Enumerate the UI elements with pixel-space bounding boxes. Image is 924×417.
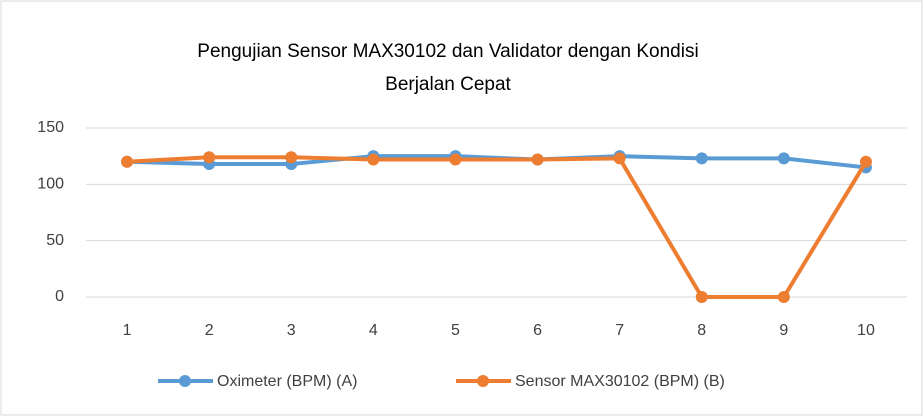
y-tick-label: 50	[46, 232, 64, 249]
legend-label: Sensor MAX30102 (BPM) (B)	[515, 373, 725, 390]
data-point	[777, 152, 790, 165]
data-point	[449, 153, 462, 166]
y-tick-label: 150	[37, 119, 64, 136]
x-tick-label: 1	[123, 322, 132, 339]
x-tick-label: 2	[205, 322, 214, 339]
x-tick-label: 10	[857, 322, 875, 339]
legend-marker	[477, 375, 489, 387]
data-point	[285, 151, 298, 164]
series-line	[126, 155, 868, 299]
x-tick-label: 3	[287, 322, 296, 339]
x-tick-label: 6	[533, 322, 542, 339]
data-point	[695, 291, 708, 303]
x-tick-label: 7	[615, 322, 624, 339]
data-point	[531, 153, 544, 166]
data-point	[859, 155, 872, 168]
chart-title: Berjalan Cepat	[385, 74, 511, 95]
y-tick-label: 100	[37, 176, 64, 193]
data-point	[613, 152, 626, 165]
y-tick-label: 0	[55, 288, 64, 305]
chart-title: Pengujian Sensor MAX30102 dan Validator …	[197, 41, 698, 62]
data-point	[203, 151, 216, 164]
legend-marker	[179, 375, 191, 387]
data-point	[367, 153, 380, 166]
x-tick-label: 8	[697, 322, 706, 339]
x-tick-label: 9	[779, 322, 788, 339]
data-point	[121, 155, 134, 168]
legend-label: Oximeter (BPM) (A)	[217, 373, 357, 390]
data-point	[777, 291, 790, 303]
data-point	[695, 152, 708, 165]
x-tick-label: 5	[451, 322, 460, 339]
x-tick-label: 4	[369, 322, 378, 339]
